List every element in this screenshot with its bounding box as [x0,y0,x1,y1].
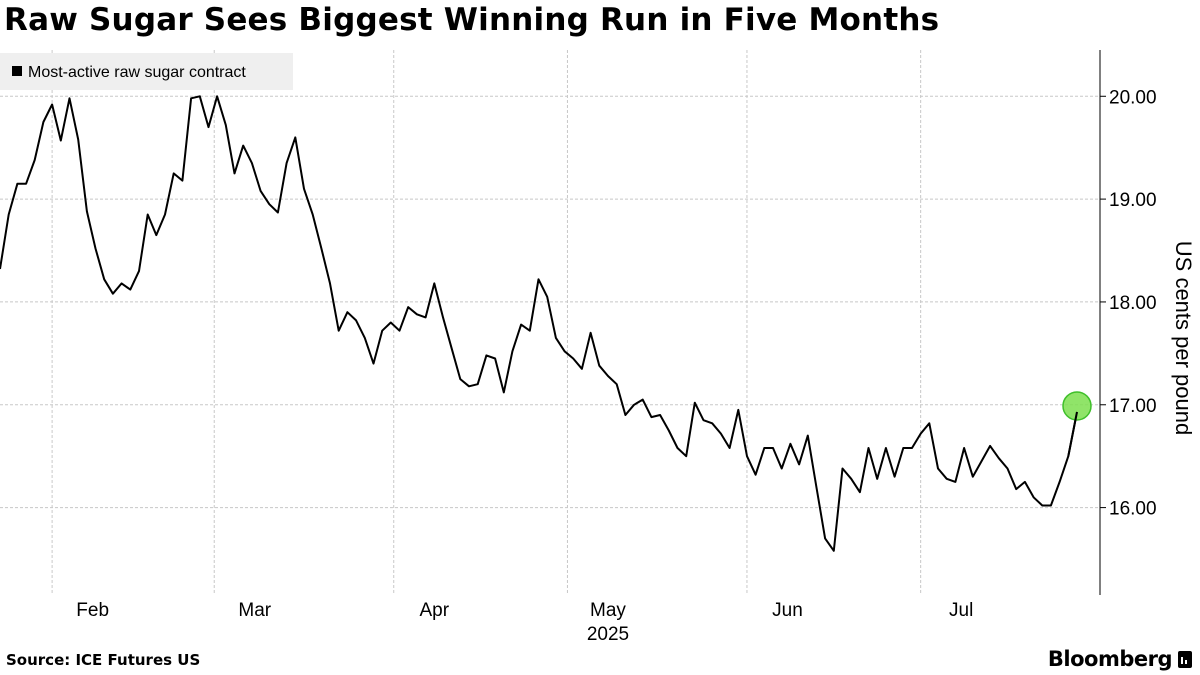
gridlines [0,50,1100,595]
y-tick-label: 17.00 [1109,396,1157,417]
x-axis: Feb Mar Apr May Jun Jul 2025 [76,600,973,645]
y-tick-label: 16.00 [1109,499,1157,520]
x-tick-label: Jun [772,600,803,621]
x-tick-label: Feb [76,600,109,621]
legend-box [0,53,293,90]
y-axis: 16.00 17.00 18.00 19.00 20.00 [1099,50,1157,595]
legend: Most-active raw sugar contract [0,53,293,90]
y-axis-title: US cents per pound [1171,241,1196,435]
series-layer [0,95,1092,552]
x-tick-label: Apr [419,600,449,621]
x-tick-label: Jul [949,600,973,621]
x-tick-label: May [590,600,626,621]
last-point-highlight [1062,391,1092,421]
y-tick-label: 19.00 [1109,190,1157,211]
bloomberg-chart-icon [1178,650,1192,668]
source-note: Source: ICE Futures US [6,651,201,669]
brand-logo: Bloomberg [1048,647,1192,671]
x-tick-label: Mar [238,600,271,621]
legend-label: Most-active raw sugar contract [28,64,246,81]
series-line-end [1067,411,1078,457]
brand-name: Bloomberg [1047,647,1173,671]
x-year-label: 2025 [587,624,629,645]
legend-swatch [12,66,22,76]
chart-title: Raw Sugar Sees Biggest Winning Run in Fi… [4,2,940,38]
series-line [0,95,1078,552]
y-tick-label: 20.00 [1109,87,1157,108]
y-tick-label: 18.00 [1109,293,1157,314]
